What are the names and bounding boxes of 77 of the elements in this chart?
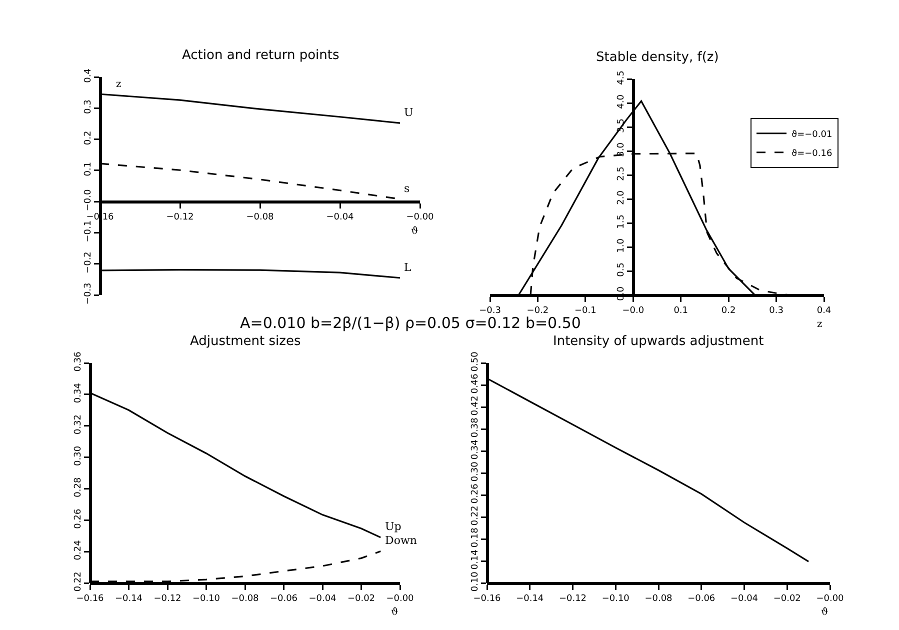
y-tick-label: 0.42 (470, 396, 480, 416)
x-tick-label: −0.14 (114, 594, 143, 604)
y-tick-label: 0.30 (470, 461, 480, 482)
y-tick-label: 4.5 (616, 70, 627, 85)
text: A=0.010 b=2β/(1−β) ρ=0.05 σ=0.12 b=0.50 (240, 314, 581, 332)
chart-title: Action and return points (182, 48, 340, 63)
y-tick-label: 0.2 (83, 130, 94, 146)
x-tick-label: −0.00 (816, 594, 844, 604)
y-tick-label: 0.34 (470, 439, 480, 460)
y-tick-label: 0.1 (83, 162, 94, 176)
x-tick-label: −0.04 (730, 594, 758, 604)
y-tick-label: 0.34 (73, 382, 84, 404)
y-tick-label: 1.0 (616, 238, 627, 253)
y-tick-label: 0.26 (470, 483, 480, 504)
x-axis-title: ϑ (821, 607, 828, 618)
x-tick-label: −0.16 (473, 594, 502, 604)
y-tick-label: 0.3 (83, 100, 94, 114)
x-tick-label: −0.00 (406, 212, 434, 222)
x-tick-label: −0.12 (166, 212, 194, 222)
series-label: Up (385, 520, 402, 533)
x-tick-label: −0.08 (644, 594, 673, 604)
x-tick-label: −0.3 (479, 306, 501, 316)
x-tick-label: −0.12 (558, 594, 587, 604)
series-label: Down (385, 534, 417, 547)
y-tick-label: 2.5 (616, 166, 627, 181)
y-tick-label: 4.0 (616, 94, 627, 109)
x-tick-label: −0.08 (246, 212, 274, 222)
y-tick-label: 0.32 (73, 414, 84, 435)
series-label: L (404, 261, 412, 274)
legend-label: ϑ=−0.16 (792, 148, 832, 159)
x-axis-title: z (817, 319, 822, 330)
x-tick-label: 0.3 (769, 306, 784, 316)
x-tick-label: −0.04 (308, 594, 337, 604)
x-tick-label: −0.06 (688, 594, 716, 604)
y-tick-label: 0.22 (73, 572, 84, 592)
y-tick-label: 0.10 (470, 571, 480, 592)
y-tick-label: 0.5 (616, 262, 627, 277)
y-tick-label: −0.2 (83, 252, 94, 274)
y-tick-label: 0.50 (470, 351, 480, 372)
y-tick-label: 0.22 (470, 506, 480, 526)
x-tick-label: −0.02 (773, 594, 801, 604)
x-axis-title: ϑ (391, 607, 398, 618)
x-tick-label: −0.04 (326, 212, 354, 222)
y-tick-label: 0.28 (73, 477, 84, 498)
x-tick-label: −0.08 (231, 594, 260, 604)
x-tick-label: −0.10 (192, 594, 220, 604)
x-tick-label: −0.10 (602, 594, 630, 604)
y-tick-label: 0.38 (470, 417, 480, 438)
y-tick-label: 0.14 (470, 549, 480, 570)
y-tick-label: 1.5 (616, 214, 627, 229)
y-axis-title: z (116, 79, 122, 90)
y-tick-label: 0.24 (73, 540, 84, 560)
x-tick-label: 0.1 (674, 306, 688, 316)
y-tick-label: 0.26 (73, 508, 84, 529)
x-tick-label: −0.12 (154, 594, 182, 604)
x-tick-label: −0.2 (526, 306, 549, 316)
series-label: U (404, 106, 414, 119)
x-tick-label: −0.02 (347, 594, 376, 604)
y-tick-label: 0.30 (73, 446, 84, 466)
x-tick-label: −0.00 (386, 594, 414, 604)
y-tick-label: 0.18 (470, 527, 480, 548)
y-tick-label: 0.36 (73, 351, 84, 372)
chart-title: Stable density, f(z) (596, 50, 719, 65)
x-tick-label: −0.1 (574, 306, 596, 316)
series-label: s (404, 182, 410, 195)
x-axis-title: ϑ (411, 226, 418, 237)
x-tick-label: −0.14 (516, 594, 544, 604)
x-tick-label: 0.4 (816, 306, 832, 316)
x-tick-label: 0.2 (721, 306, 736, 316)
legend-label: ϑ=−0.01 (792, 130, 832, 140)
x-tick-label: −0.16 (76, 594, 104, 604)
x-tick-label: −0.06 (270, 594, 298, 604)
chart-title: Adjustment sizes (190, 334, 301, 349)
y-tick-label: 0.46 (470, 373, 480, 394)
y-tick-label: 0.4 (83, 68, 94, 83)
y-tick-label: 2.0 (616, 190, 627, 205)
chart-title: Intensity of upwards adjustment (553, 334, 764, 349)
